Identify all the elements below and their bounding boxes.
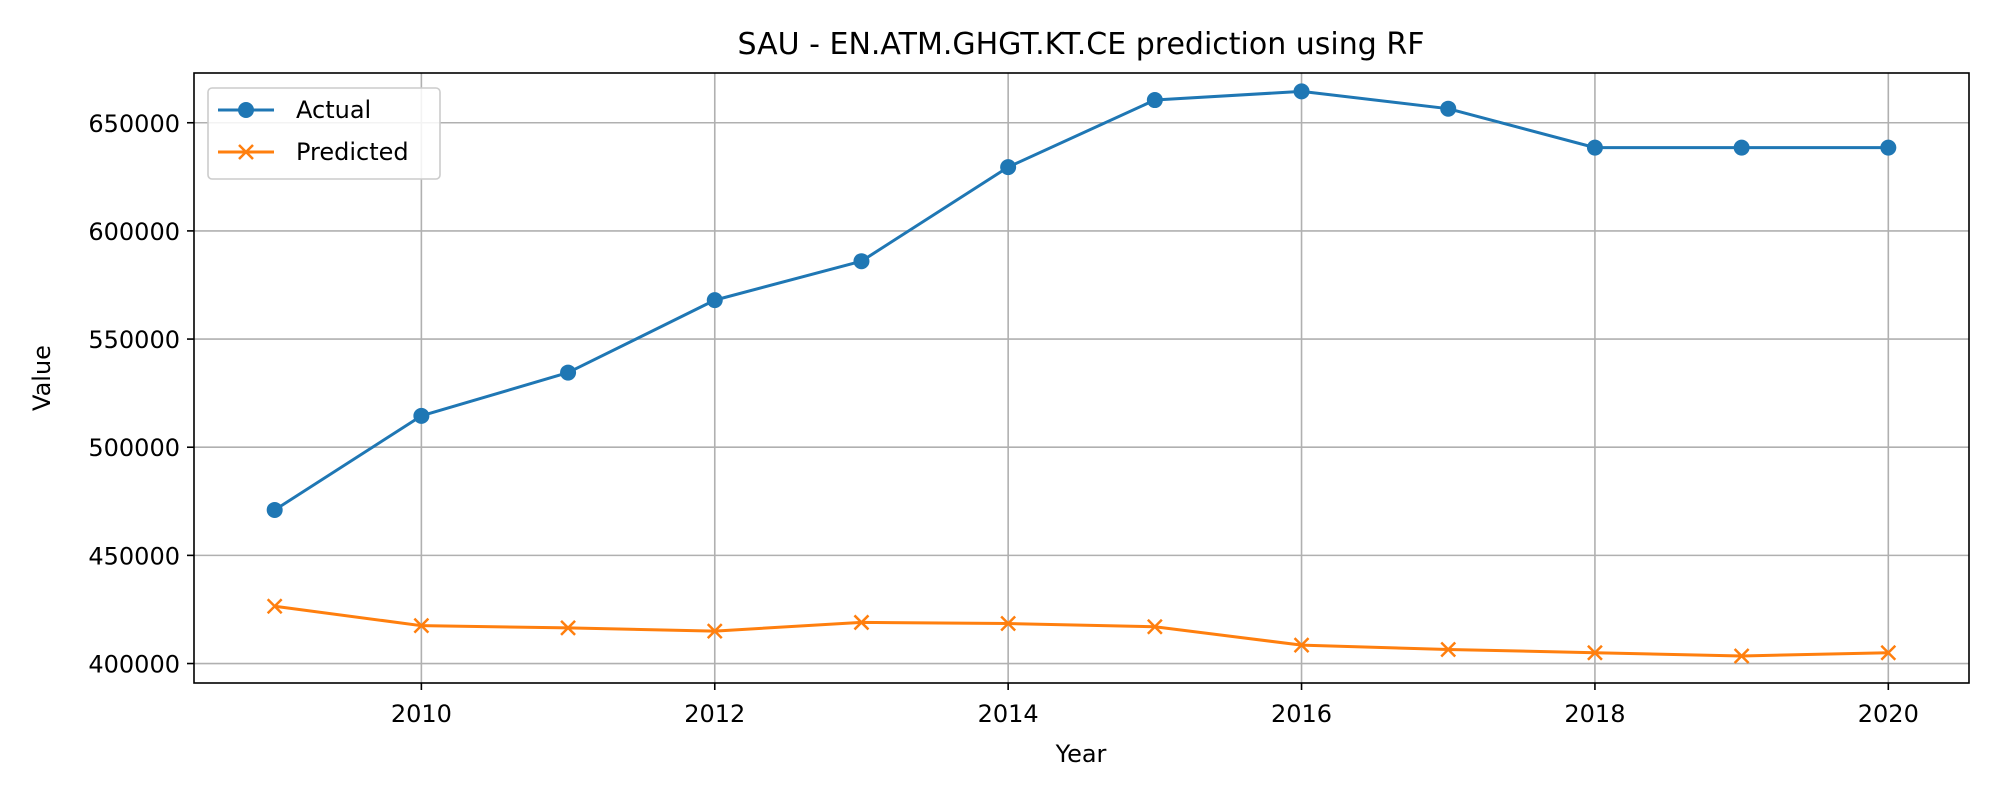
chart-title: SAU - EN.ATM.GHGT.KT.CE prediction using…: [738, 27, 1425, 62]
x-tick-label: 2010: [391, 700, 452, 728]
x-tick-label: 2014: [978, 700, 1039, 728]
grid: [194, 73, 1969, 683]
data-point-predicted: [1733, 648, 1750, 664]
series-predicted: [266, 598, 1897, 664]
data-point-actual: [1000, 159, 1017, 176]
data-point-actual: [706, 292, 723, 309]
y-tick-label: 600000: [88, 218, 180, 246]
data-point-predicted: [1293, 637, 1310, 654]
data-point-actual: [560, 364, 577, 381]
y-tick-label: 550000: [88, 326, 180, 354]
data-point-actual: [1586, 139, 1603, 156]
data-point-actual: [853, 253, 870, 270]
series-actual: [266, 83, 1897, 518]
x-tick-label: 2020: [1858, 700, 1919, 728]
data-point-actual: [266, 501, 283, 518]
x-tick-label: 2012: [684, 700, 745, 728]
data-point-predicted: [1000, 615, 1017, 632]
data-point-actual: [1440, 100, 1457, 117]
data-point-actual: [1146, 92, 1163, 109]
x-axis: 2010 2012 2014 2016 2018 2020: [391, 683, 1919, 728]
data-point-actual: [413, 407, 430, 424]
legend-marker-predicted: [238, 144, 254, 160]
data-point-predicted: [266, 598, 283, 615]
data-point-predicted: [560, 619, 576, 636]
data-point-predicted: [413, 617, 430, 634]
data-point-actual: [1880, 139, 1897, 156]
y-tick-label: 500000: [88, 434, 180, 462]
legend-marker-actual: [238, 102, 254, 118]
data-point-predicted: [853, 614, 870, 631]
series-layer: [266, 83, 1897, 664]
x-axis-label: Year: [1055, 740, 1107, 768]
y-tick-label: 650000: [88, 110, 180, 138]
x-tick-label: 2018: [1564, 700, 1625, 728]
y-tick-label: 450000: [88, 542, 180, 570]
data-point-actual: [1293, 83, 1310, 100]
y-axis-label: Value: [28, 345, 56, 411]
legend: Actual Predicted: [207, 87, 441, 180]
series-line-predicted: [274, 604, 1889, 658]
data-point-actual: [1733, 139, 1750, 156]
data-point-predicted: [1587, 644, 1603, 661]
data-point-predicted: [1880, 644, 1897, 661]
x-tick-label: 2016: [1271, 700, 1332, 728]
legend-label-actual: Actual: [296, 96, 371, 124]
legend-label-predicted: Predicted: [296, 138, 409, 166]
y-axis: 400000 450000 500000 550000 600000 650000: [88, 110, 194, 679]
series-line-actual: [273, 89, 1889, 512]
y-tick-label: 400000: [88, 651, 180, 679]
data-point-predicted: [1440, 641, 1457, 658]
plot-frame: [193, 72, 1970, 684]
data-point-predicted: [706, 623, 723, 639]
data-point-predicted: [1146, 618, 1163, 635]
